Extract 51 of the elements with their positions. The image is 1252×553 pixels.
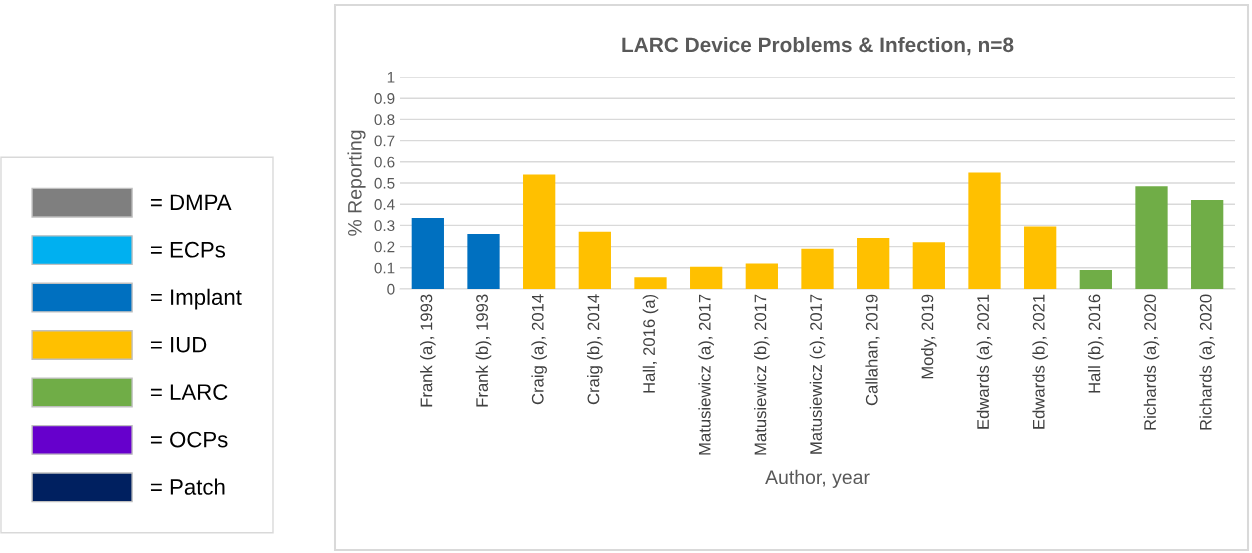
x-tick-label: Callahan, 2019 xyxy=(865,294,880,406)
x-tick-label: Richards (a), 2020 xyxy=(1143,294,1160,430)
bar xyxy=(1079,269,1112,289)
x-tick-label: Hall (b), 2016 xyxy=(1088,294,1104,393)
y-tick-label: 0.2 xyxy=(374,241,395,253)
x-tick-label: Frank (a), 1993 xyxy=(420,294,436,407)
y-tick-label: 1 xyxy=(387,72,395,83)
legend-label: = IUD xyxy=(150,336,207,353)
legend-label: = ECPs xyxy=(150,241,226,258)
x-tick-label: Craig (a), 2014 xyxy=(531,294,547,405)
bar xyxy=(912,242,945,289)
bar xyxy=(1191,199,1224,289)
x-tick-label: Richards (a), 2020 xyxy=(1199,294,1215,430)
y-tick-label: 0.5 xyxy=(374,177,395,189)
x-tick-label: Edwards (b), 2021 xyxy=(1032,294,1048,429)
legend-label: = LARC xyxy=(150,384,228,400)
x-tick-label: Matusiewicz (b), 2017 xyxy=(754,294,770,455)
x-tick-label: Edwards (a), 2021 xyxy=(976,294,993,429)
bar xyxy=(801,248,834,289)
x-tick-label: Matusiewicz (c), 2017 xyxy=(809,294,826,454)
bar xyxy=(523,174,556,289)
bar xyxy=(578,231,611,289)
y-tick-label: 0.1 xyxy=(374,262,395,274)
y-axis-title: % Reporting xyxy=(347,130,366,236)
bar xyxy=(857,238,890,289)
x-tick-label: Frank (b), 1993 xyxy=(475,294,492,407)
bar xyxy=(968,172,1001,289)
bar xyxy=(1135,186,1168,289)
bar xyxy=(634,277,667,289)
y-tick-label: 0 xyxy=(387,283,395,295)
legend-label: = OCPs xyxy=(150,431,228,448)
bar xyxy=(411,217,444,289)
bar xyxy=(467,233,500,289)
legend-label: = Patch xyxy=(150,478,225,495)
y-tick-label: 0.4 xyxy=(374,199,395,210)
x-tick-label: Mody, 2019 xyxy=(921,294,937,379)
y-tick-label: 0.8 xyxy=(374,114,395,126)
x-tick-label: Hall, 2016 (a) xyxy=(642,294,659,393)
legend-label: = Implant xyxy=(150,288,242,310)
y-tick-label: 0.6 xyxy=(374,156,395,168)
bar xyxy=(1024,226,1057,289)
bar xyxy=(745,263,778,289)
y-tick-label: 0.9 xyxy=(374,93,395,104)
legend-label: = DMPA xyxy=(150,194,232,210)
x-tick-label: Matusiewicz (a), 2017 xyxy=(698,294,714,455)
y-tick-label: 0.7 xyxy=(374,135,395,147)
chart-title: LARC Device Problems & Infection, n=8 xyxy=(622,36,1014,56)
bar xyxy=(690,266,723,289)
x-tick-label: Craig (b), 2014 xyxy=(587,294,603,405)
y-tick-label: 0.3 xyxy=(374,220,395,232)
x-axis-title: Author, year xyxy=(765,469,870,488)
